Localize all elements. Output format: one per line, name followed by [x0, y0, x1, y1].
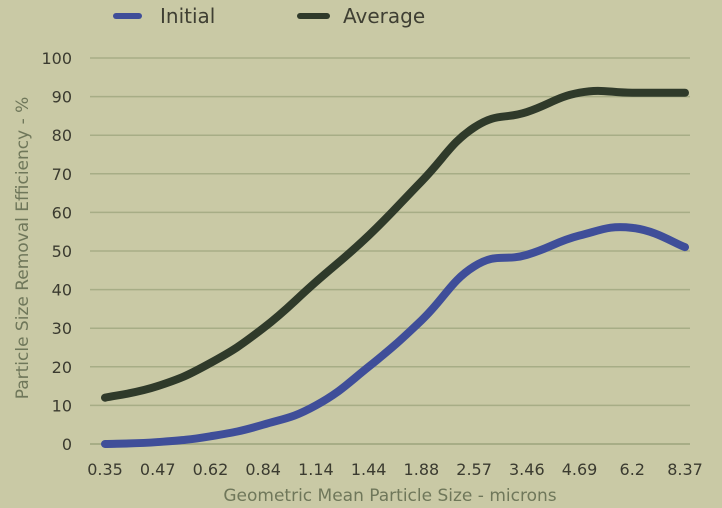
y-tick-label-40: 40	[52, 281, 72, 300]
x-tick-label-5: 1.44	[351, 460, 387, 479]
y-tick-label-90: 90	[52, 88, 72, 107]
y-tick-label-50: 50	[52, 242, 72, 261]
legend: Initial Average	[113, 4, 425, 28]
y-axis-title: Particle Size Removal Efficiency - %	[13, 97, 33, 400]
x-tick-label-11: 8.37	[667, 460, 703, 479]
x-tick-label-10: 6.2	[620, 460, 645, 479]
y-tick-label-0: 0	[62, 435, 72, 454]
x-tick-label-1: 0.47	[140, 460, 176, 479]
x-tick-label-3: 0.84	[245, 460, 281, 479]
y-tick-label-100: 100	[41, 49, 72, 68]
y-tick-label-30: 30	[52, 319, 72, 338]
legend-label-average: Average	[343, 4, 425, 28]
series-line-average	[101, 86, 689, 402]
series-line-initial	[101, 223, 689, 448]
x-tick-label-7: 2.57	[456, 460, 492, 479]
x-tick-label-6: 1.88	[404, 460, 440, 479]
y-tick-label-80: 80	[52, 126, 72, 145]
grid-layer	[90, 57, 690, 445]
y-tick-label-20: 20	[52, 358, 72, 377]
series-layer	[101, 86, 689, 448]
legend-label-initial: Initial	[160, 4, 215, 28]
y-tick-label-10: 10	[52, 396, 72, 415]
axis-layer: 0 10 20 30 40 50 60 70 80 90 100 0.35 0.47 0.62 0.84 1.…	[41, 49, 702, 479]
x-axis-title: Geometric Mean Particle Size - microns	[223, 486, 556, 506]
x-tick-label-9: 4.69	[562, 460, 598, 479]
x-tick-label-2: 0.62	[193, 460, 229, 479]
y-tick-label-70: 70	[52, 165, 72, 184]
y-tick-label-60: 60	[52, 203, 72, 222]
x-tick-label-4: 1.14	[298, 460, 334, 479]
x-tick-label-0: 0.35	[87, 460, 123, 479]
x-tick-label-8: 3.46	[509, 460, 545, 479]
